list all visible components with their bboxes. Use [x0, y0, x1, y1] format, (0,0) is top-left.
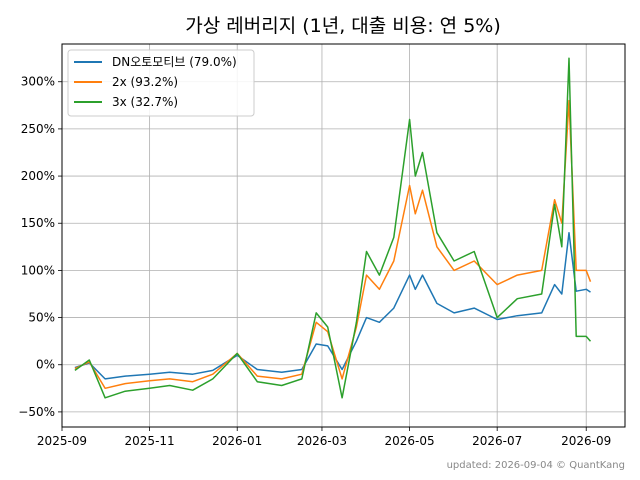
- y-tick-label: 50%: [28, 311, 55, 325]
- grid: [61, 44, 625, 427]
- x-tick-label: 2025-09: [37, 434, 87, 448]
- x-tick-label: 2026-09: [561, 434, 611, 448]
- legend-label-2: 3x (32.7%): [112, 95, 178, 109]
- x-tick-label: 2026-05: [384, 434, 434, 448]
- series-group: [74, 57, 592, 399]
- x-tick-label: 2026-07: [472, 434, 522, 448]
- y-tick-label: −50%: [18, 405, 55, 419]
- y-tick-label: 100%: [21, 263, 55, 277]
- y-tick-label: 200%: [21, 169, 55, 183]
- y-tick-label: 0%: [36, 358, 55, 372]
- y-tick-label: 250%: [21, 122, 55, 136]
- legend-label-1: 2x (93.2%): [112, 75, 178, 89]
- series-line-1: [74, 99, 592, 390]
- x-tick-label: 2026-03: [297, 434, 347, 448]
- footer-credit: updated: 2026-09-04 © QuantKang: [447, 460, 625, 471]
- plot-frame: [61, 43, 626, 428]
- y-tick-label: 150%: [21, 216, 55, 230]
- legend-box: [67, 49, 255, 117]
- legend: DN오토모티브 (79.0%) 2x (93.2%) 3x (32.7%): [67, 49, 255, 117]
- series-line-0: [74, 231, 591, 380]
- x-axis: 2025-09 2025-11 2026-01 2026-03 2026-05 2026-…: [37, 427, 611, 448]
- x-tick-label: 2025-11: [125, 434, 175, 448]
- y-axis: −50% 0% 50% 100% 150% 200% 250% 300%: [18, 75, 62, 419]
- chart-title: 가상 레버리지 (1년, 대출 비용: 연 5%): [185, 15, 501, 37]
- x-tick-label: 2026-01: [212, 434, 262, 448]
- legend-label-0: DN오토모티브 (79.0%): [112, 55, 237, 69]
- y-tick-label: 300%: [21, 75, 55, 89]
- series-line-2: [74, 57, 592, 399]
